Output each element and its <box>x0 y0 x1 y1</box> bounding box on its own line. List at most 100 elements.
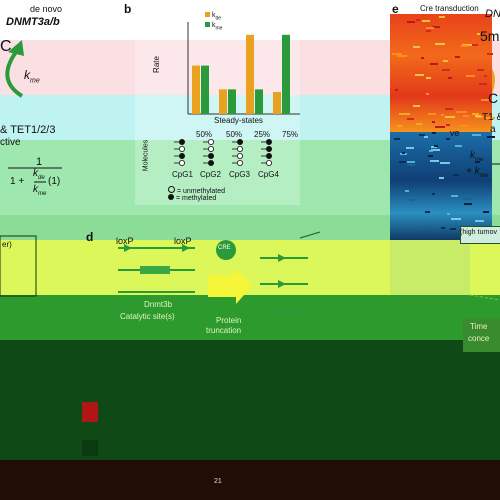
dash-line-2 <box>299 231 321 239</box>
heatmap-cell <box>463 197 471 200</box>
cpg-lollipop <box>207 138 214 145</box>
heatmap-cell <box>448 76 453 79</box>
e-label: e <box>392 2 399 16</box>
a-tet: & TET1/2/3 <box>0 124 56 136</box>
cpg-lollipop <box>265 138 272 145</box>
bar-k_me-3 <box>255 89 263 114</box>
b-legend-kde: kde <box>205 12 221 21</box>
bar-k_de-3 <box>246 34 254 114</box>
b-percent-1: 50% <box>196 130 213 139</box>
e-plus-kme: + kme <box>466 166 488 179</box>
heatmap-cell <box>438 16 446 19</box>
heatmap-cell <box>429 63 439 66</box>
cpg-lollipop <box>207 152 214 159</box>
heatmap-cell <box>428 150 433 153</box>
heatmap-cell <box>480 99 490 102</box>
heatmap-cell <box>487 135 496 138</box>
heatmap-cell <box>472 112 480 115</box>
a-formula-plus: 1 + <box>10 176 25 187</box>
b-ylabel: Rate <box>151 56 161 73</box>
heatmap-cell <box>394 137 400 140</box>
heatmap-cell <box>421 56 425 59</box>
time-box <box>463 318 500 352</box>
b-key-unmethylated: = unmethylated <box>168 186 225 195</box>
heatmap-cell <box>475 161 481 164</box>
heatmap-cell <box>405 147 415 150</box>
heatmap-cell <box>461 43 472 46</box>
heatmap-cell <box>441 227 445 230</box>
heatmap-cell <box>405 189 410 192</box>
heatmap-cell <box>451 218 461 221</box>
heatmap-cell <box>401 152 406 155</box>
heatmap-cell <box>465 75 476 78</box>
d-loxp-right: loxP <box>174 236 192 246</box>
heatmap-cell <box>461 45 470 48</box>
b-legend-kme: kme <box>205 22 222 31</box>
heatmap-cell <box>425 76 432 79</box>
heatmap-cell <box>432 132 437 135</box>
cpg-lollipop <box>207 159 214 166</box>
d-loxp-left: loxP <box>116 236 134 246</box>
heatmap-cell <box>407 163 415 166</box>
result-arrow-3 <box>278 308 286 316</box>
heatmap-cell <box>399 112 411 115</box>
heatmap-cell <box>446 138 451 141</box>
heatmap-cell <box>407 117 414 120</box>
a-dnmt: DNMT3a/b <box>6 16 60 28</box>
heatmap-cell <box>413 45 421 48</box>
b-cpg-2: CpG2 <box>200 170 221 179</box>
loxp-left-icon <box>124 244 132 252</box>
heatmap-cell <box>423 136 428 139</box>
cpg-lollipop <box>265 145 272 152</box>
b-key-methylated: = methylated <box>168 194 216 202</box>
heatmap-cell <box>434 144 439 147</box>
arrow-head-icon <box>8 40 24 56</box>
heatmap-cell <box>455 145 463 148</box>
bar-k_me-4 <box>282 34 290 114</box>
a-formula-num: (1) <box>48 176 61 187</box>
e-conc: conce <box>468 334 490 343</box>
loxp-right-icon <box>182 244 190 252</box>
heatmap-cell <box>453 173 459 176</box>
a-kme: kme <box>24 68 40 85</box>
heatmap-cell <box>431 192 436 195</box>
heatmap-cell <box>446 212 451 215</box>
bar-k_me-1 <box>201 65 209 114</box>
bar-k_me-2 <box>228 89 236 114</box>
heatmap-cell <box>396 124 403 127</box>
heatmap-cool <box>390 132 492 240</box>
e-ve: ve <box>450 128 460 138</box>
d-truncation: truncation <box>206 326 242 335</box>
d-domain: Catalytic site(s) <box>120 312 175 321</box>
heatmap-cell <box>426 30 431 33</box>
heatmap-cell <box>428 112 436 115</box>
heatmap-cell <box>445 116 456 119</box>
heatmap-cell <box>414 74 424 77</box>
b-cpg-1: CpG1 <box>172 170 193 179</box>
heatmap-cell <box>429 159 439 162</box>
b-percent-2: 50% <box>226 130 243 139</box>
heatmap-cell <box>406 21 416 24</box>
heatmap-cell <box>431 121 435 124</box>
a-formula-kde: kde <box>33 168 45 181</box>
heatmap-cell <box>439 161 451 164</box>
b-percent-3: 25% <box>254 130 271 139</box>
cpg-lollipop <box>178 145 185 152</box>
heatmap-cell <box>475 116 484 119</box>
heatmap-cell <box>421 20 430 23</box>
heatmap-cell <box>471 134 482 137</box>
d-cre: CRE <box>218 245 231 251</box>
heatmap-cell <box>425 27 432 30</box>
heatmap-cell <box>476 32 481 35</box>
a-side-label: er) <box>2 240 12 249</box>
heatmap-cell <box>483 211 490 214</box>
dark-block <box>82 440 98 456</box>
heatmap-cell <box>394 88 399 91</box>
heatmap-cell <box>439 177 445 180</box>
right-box <box>460 226 500 244</box>
heatmap-cell <box>483 74 487 77</box>
cpg-lollipop <box>236 145 243 152</box>
heatmap-cell <box>442 69 450 72</box>
a-active: ctive <box>0 137 21 148</box>
cpg-lollipop <box>265 159 272 166</box>
